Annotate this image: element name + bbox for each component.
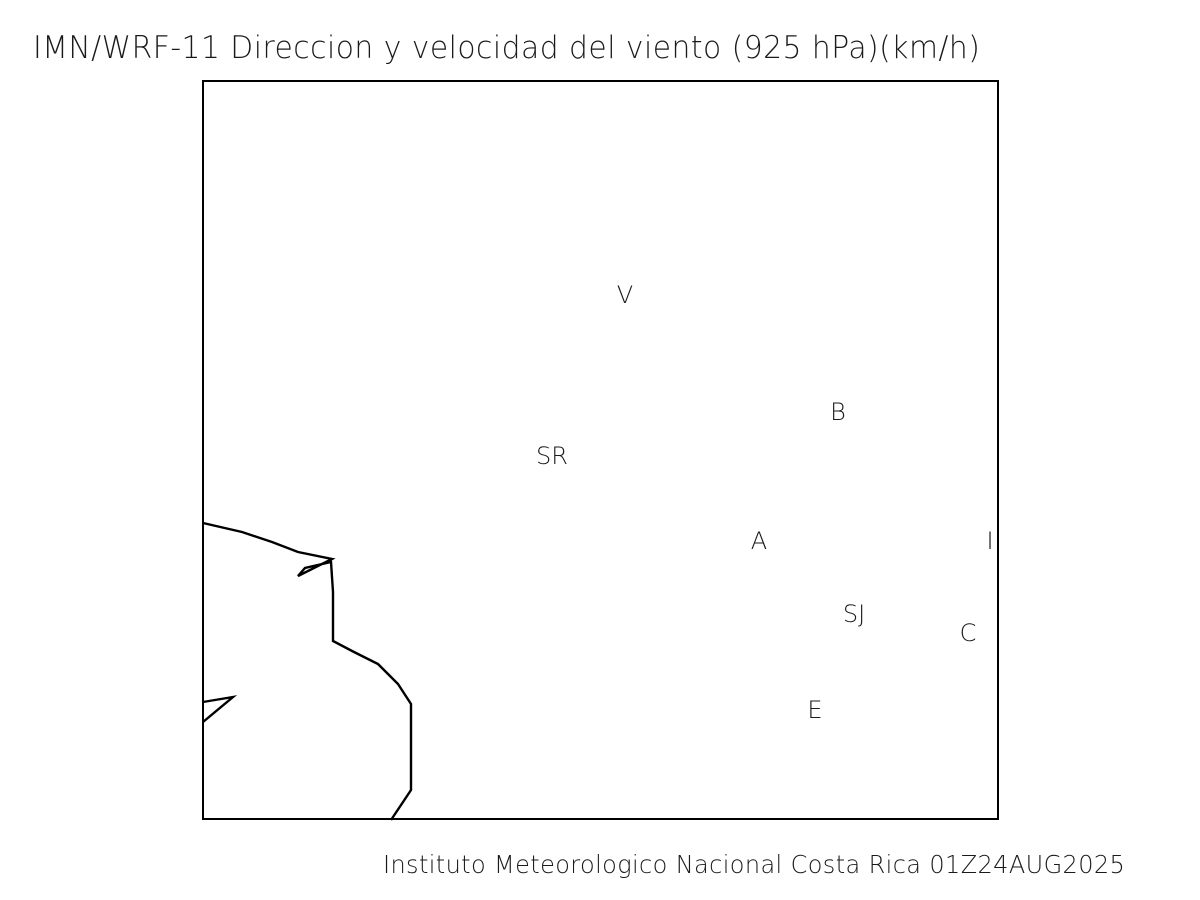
footer-attribution: Instituto Meteorologico Nacional Costa R… (383, 850, 1126, 879)
station-label-sr: SR (536, 442, 568, 470)
coastline-path (202, 521, 413, 821)
page-title: IMN/WRF-11 Direccion y velocidad del vie… (33, 30, 981, 66)
station-label-b: B (830, 398, 846, 426)
station-label-a: A (750, 527, 768, 555)
map-panel: V B SR A I SJ C E (202, 80, 999, 821)
station-label-c: C (959, 619, 977, 647)
station-label-v: V (616, 281, 634, 309)
station-label-e: E (807, 696, 823, 724)
coastline-paths (202, 521, 413, 821)
map-frame-border (202, 80, 999, 820)
station-label-sj: SJ (842, 600, 866, 628)
coastline-path (202, 695, 238, 723)
station-label-i: I (986, 527, 994, 555)
coastline-layer (202, 521, 413, 821)
